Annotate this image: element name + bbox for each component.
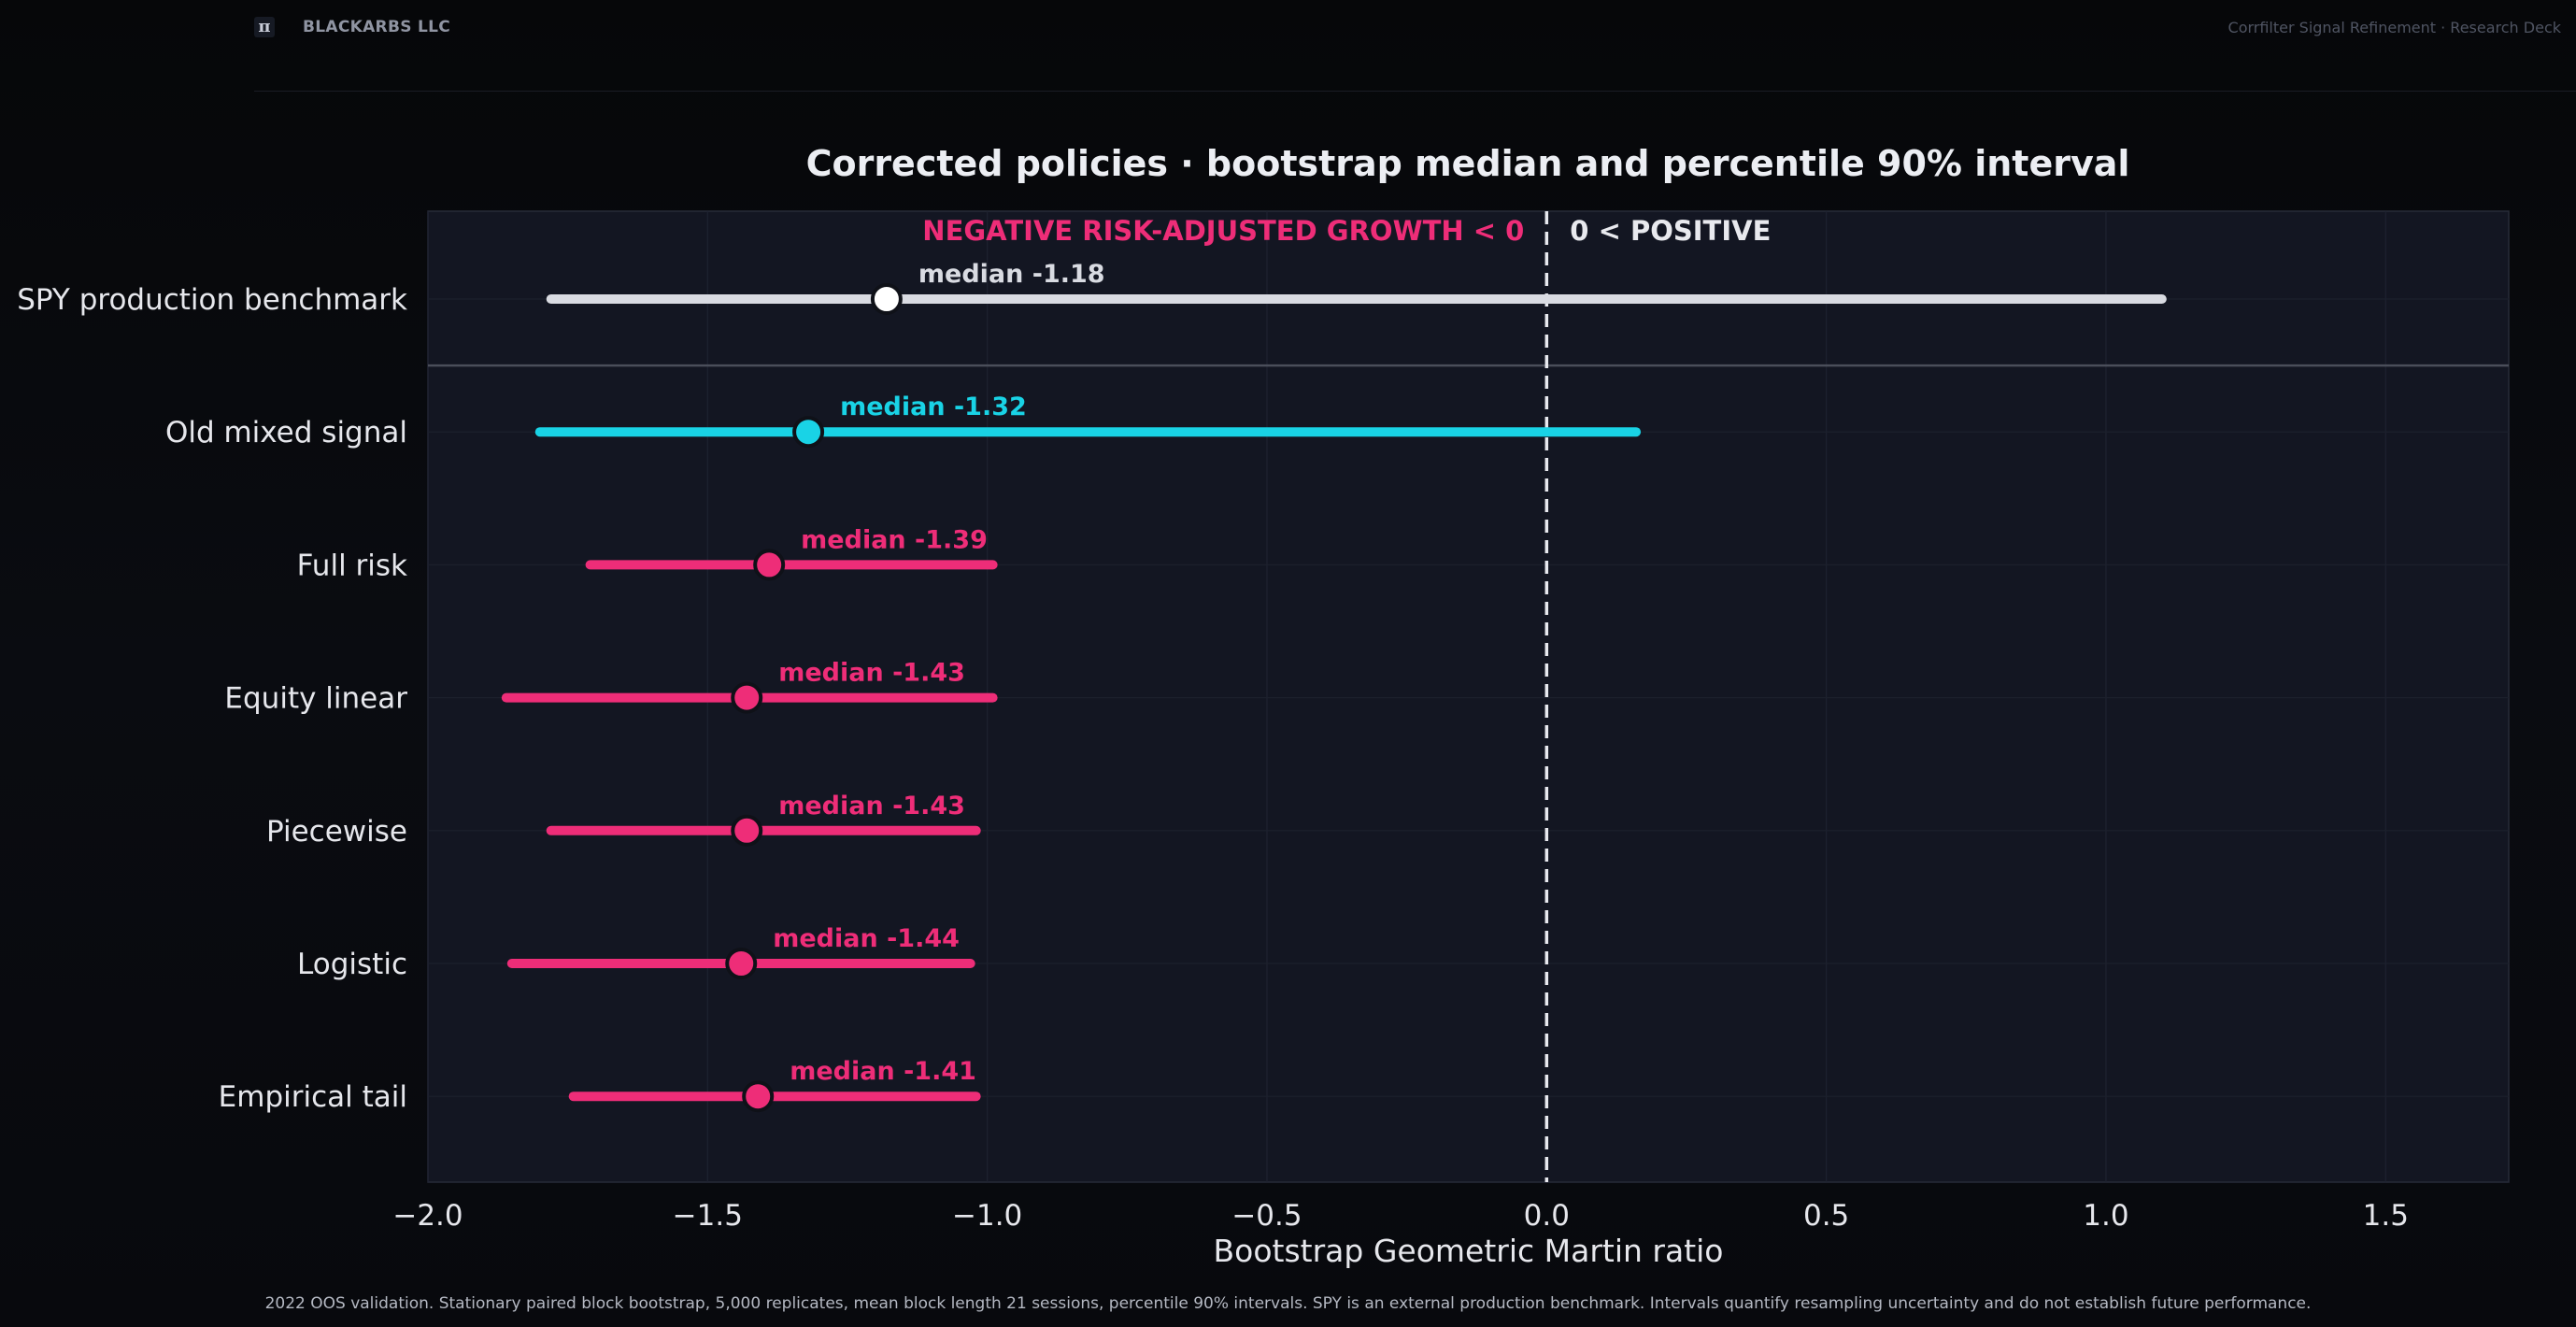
- brand-logo-icon: π: [254, 17, 275, 37]
- median-point: [792, 416, 825, 449]
- x-tick-label: 0.5: [1803, 1199, 1849, 1233]
- median-label: median -1.41: [790, 1057, 976, 1086]
- median-point: [753, 549, 786, 581]
- y-tick-label: Full risk: [297, 549, 407, 582]
- median-point: [870, 283, 903, 315]
- median-point: [731, 681, 763, 714]
- y-tick-label: SPY production benchmark: [17, 283, 407, 317]
- median-label: median -1.18: [918, 260, 1105, 289]
- median-label: median -1.32: [840, 392, 1027, 421]
- interval-chart: NEGATIVE RISK-ADJUSTED GROWTH < 0 0 < POS…: [17, 143, 2510, 1269]
- median-label: median -1.39: [801, 525, 988, 554]
- x-tick-label: 1.0: [2083, 1199, 2128, 1233]
- chart-title: Corrected policies · bootstrap median an…: [806, 143, 2130, 184]
- y-tick-label: Empirical tail: [219, 1080, 407, 1114]
- deck-title: Corrfilter Signal Refinement · Research …: [2227, 19, 2561, 36]
- median-label: median -1.44: [773, 924, 960, 953]
- negative-region-annotation: NEGATIVE RISK-ADJUSTED GROWTH < 0: [922, 215, 1524, 247]
- x-axis-label: Bootstrap Geometric Martin ratio: [1214, 1233, 1724, 1269]
- positive-region-annotation: 0 < POSITIVE: [1570, 215, 1771, 247]
- x-tick-label: 1.5: [2363, 1199, 2409, 1233]
- median-point: [731, 814, 763, 847]
- median-point: [742, 1080, 775, 1113]
- header-divider: [254, 91, 2576, 92]
- y-tick-label: Equity linear: [224, 682, 407, 716]
- footnote: 2022 OOS validation. Stationary paired b…: [264, 1294, 2312, 1313]
- y-tick-label: Logistic: [297, 948, 407, 981]
- median-label: median -1.43: [778, 792, 965, 820]
- median-label: median -1.43: [778, 659, 965, 688]
- y-tick-label: Piecewise: [266, 815, 407, 849]
- y-tick-label: Old mixed signal: [165, 416, 407, 449]
- x-tick-label: 0.0: [1524, 1199, 1570, 1233]
- x-tick-label: −1.0: [952, 1199, 1022, 1233]
- x-tick-label: −0.5: [1231, 1199, 1302, 1233]
- x-tick-label: −2.0: [392, 1199, 463, 1233]
- brand: π BLACKARBS LLC: [254, 17, 450, 37]
- median-point: [725, 948, 758, 979]
- brand-name: BLACKARBS LLC: [303, 18, 451, 36]
- x-tick-label: −1.5: [673, 1199, 743, 1233]
